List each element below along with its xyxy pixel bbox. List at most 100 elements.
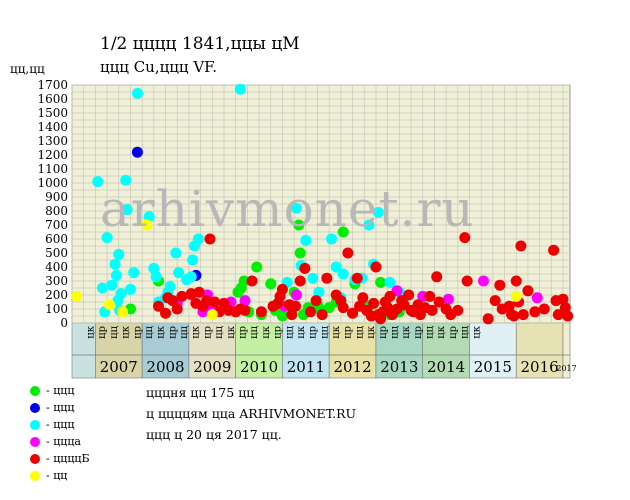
- y-axis-unit: цц,цц: [10, 62, 45, 76]
- quarter-label: цк: [436, 325, 447, 338]
- chart-subtitle: ццц Cu,ццц VF.: [100, 58, 217, 76]
- data-point-cyan: [192, 233, 204, 245]
- quarter-label: цк: [471, 325, 482, 338]
- data-point-cyan: [384, 276, 396, 288]
- y-tick-label: 700: [45, 218, 68, 232]
- data-point-red: [246, 275, 258, 287]
- data-point-yellow: [141, 219, 153, 231]
- data-point-cyan: [290, 202, 302, 214]
- year-label: 2011: [287, 358, 325, 376]
- quarter-label: цк: [401, 325, 412, 338]
- data-point-cyan: [150, 271, 162, 283]
- quarter-label: цк: [191, 325, 202, 338]
- data-point-red: [337, 302, 349, 314]
- data-point-cyan: [120, 174, 132, 186]
- legend-item: - ццццБ: [30, 452, 90, 465]
- y-tick-labels: 0100200300400500600700800900100011001200…: [37, 78, 68, 330]
- data-point-red: [503, 300, 515, 312]
- year-band: [515, 322, 564, 379]
- data-point-red: [167, 295, 179, 307]
- data-point-red: [548, 244, 560, 256]
- quarter-label: цц: [460, 325, 471, 338]
- year-band: [235, 322, 283, 379]
- data-point-cyan: [106, 279, 118, 291]
- data-point-red: [482, 313, 494, 325]
- year-label: 2013: [380, 358, 418, 376]
- data-point-cyan: [124, 283, 136, 295]
- data-point-red: [517, 309, 529, 321]
- quarter-label: цр: [273, 326, 284, 339]
- watermark: arhivmonet.ru: [100, 180, 475, 238]
- y-tick-label: 1600: [37, 92, 68, 106]
- legend-swatch: [30, 436, 40, 447]
- y-tick-label: 900: [45, 190, 68, 204]
- data-point-cyan: [113, 248, 125, 260]
- year-band: [375, 322, 424, 379]
- data-point-red: [424, 290, 436, 302]
- data-point-green: [251, 261, 263, 273]
- data-point-cyan: [170, 247, 182, 259]
- y-tick-label: 400: [45, 260, 68, 274]
- legend-label: - цц: [46, 469, 68, 482]
- quarter-label: цр: [238, 326, 249, 339]
- data-point-cyan: [128, 267, 140, 279]
- data-point-red: [316, 309, 328, 321]
- data-point-red: [559, 302, 571, 314]
- data-point-cyan: [363, 219, 375, 231]
- data-point-red: [552, 309, 564, 321]
- data-point-cyan: [148, 262, 160, 274]
- quarter-label: цц: [144, 325, 155, 338]
- data-point-yellow: [206, 309, 218, 321]
- data-points: [71, 83, 574, 325]
- year-labels: 2007 2008 2009 2010 2011 2012 2013 2014 2015 2016…: [100, 358, 577, 376]
- data-point-cyan: [337, 268, 349, 280]
- data-point-cyan: [96, 282, 108, 294]
- quarter-label: цр: [448, 326, 459, 339]
- legend-swatch: [30, 385, 40, 396]
- quarter-label: цц: [284, 325, 295, 338]
- data-point-cyan: [185, 271, 197, 283]
- legend-item: - ццца: [30, 435, 81, 448]
- data-point-yellow: [117, 306, 129, 318]
- quarter-label: цц: [389, 325, 400, 338]
- data-point-cyan: [372, 206, 384, 218]
- data-point-red: [529, 306, 541, 318]
- data-point-yellow: [510, 290, 522, 302]
- data-point-red: [510, 275, 522, 287]
- data-point-magenta: [477, 275, 489, 287]
- y-tick-label: 1200: [37, 148, 68, 162]
- y-tick-label: 200: [45, 288, 68, 302]
- quarter-label: цк: [121, 325, 132, 338]
- data-point-red: [357, 292, 369, 304]
- data-point-green: [293, 219, 305, 231]
- quarter-label: цк: [261, 325, 272, 338]
- y-tick-label: 1300: [37, 134, 68, 148]
- chart-title: 1/2 цццц 1841,ццы цМ: [100, 34, 300, 54]
- y-tick-label: 1400: [37, 120, 68, 134]
- year-label: 2010: [240, 358, 278, 376]
- data-point-red: [193, 286, 205, 298]
- data-point-cyan: [143, 211, 155, 223]
- data-point-green: [238, 275, 250, 287]
- data-point-blue: [131, 146, 143, 158]
- quarter-label: цр: [378, 326, 389, 339]
- data-point-red: [522, 285, 534, 297]
- legend-swatch: [30, 470, 40, 481]
- data-point-cyan: [234, 83, 246, 95]
- data-point-green: [337, 226, 349, 238]
- data-point-cyan: [300, 234, 312, 246]
- data-point-red: [347, 307, 359, 319]
- quarter-labels: цк цр цц цк цр цц цк цр цц цк цр цц цк цр цц цк цр цц цк цр…: [86, 325, 483, 339]
- quarter-label: цк: [331, 325, 342, 338]
- legend-label: - ццц: [46, 418, 75, 431]
- data-point-red: [286, 309, 298, 321]
- year-label: 2008: [146, 358, 184, 376]
- data-point-magenta: [290, 289, 302, 301]
- year-label: 2015: [474, 358, 512, 376]
- data-point-red: [310, 295, 322, 307]
- data-point-red: [290, 300, 302, 312]
- y-tick-label: 1100: [37, 162, 68, 176]
- legend-label: - ццц: [46, 384, 75, 397]
- data-point-red: [368, 297, 380, 309]
- data-point-red: [342, 247, 354, 259]
